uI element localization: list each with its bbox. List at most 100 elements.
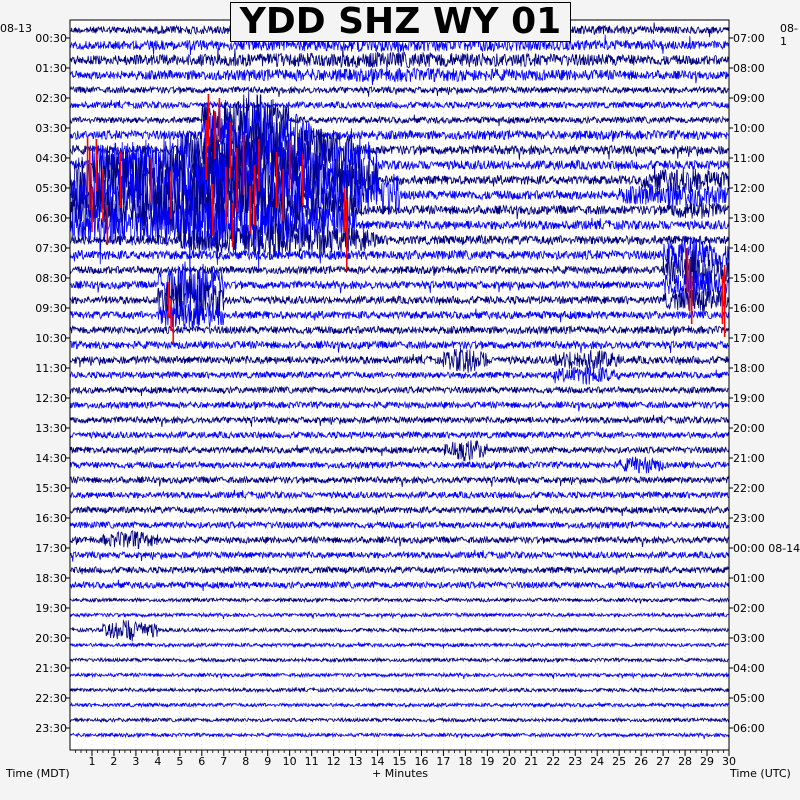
x-tick-label: 13: [349, 755, 363, 768]
trace-row: [69, 366, 730, 386]
trace-row: [69, 671, 730, 680]
left-time-label: 06:30: [35, 212, 67, 225]
trace-row: [69, 530, 730, 549]
right-axis-label: Time (UTC): [729, 767, 791, 780]
right-time-label: 11:00: [733, 152, 765, 165]
x-axis-label: + Minutes: [372, 767, 428, 780]
x-tick-label: 1: [88, 755, 95, 768]
right-time-label: 19:00: [733, 392, 765, 405]
right-time-label: 01:00: [733, 572, 765, 585]
x-tick-label: 16: [414, 755, 428, 768]
right-time-label: 13:00: [733, 212, 765, 225]
x-tick-label: 3: [132, 755, 139, 768]
trace-row: [69, 400, 730, 412]
left-time-label: 09:30: [35, 302, 67, 315]
left-time-label: 12:30: [35, 392, 67, 405]
left-time-label: 08:30: [35, 272, 67, 285]
right-time-label: 18:00: [733, 362, 765, 375]
trace-row: [69, 731, 730, 739]
trace-row: [69, 439, 730, 462]
left-time-label: 02:30: [35, 92, 67, 105]
x-tick-label: 9: [264, 755, 271, 768]
left-time-label: 15:30: [35, 482, 67, 495]
trace-row: [69, 104, 730, 163]
trace-row: [69, 142, 730, 220]
x-tick-label: 28: [678, 755, 692, 768]
x-tick-label: 23: [568, 755, 582, 768]
right-date-label: 08-1: [780, 22, 798, 48]
trace-row: [69, 66, 730, 86]
x-tick-label: 2: [110, 755, 117, 768]
trace-row: [69, 565, 730, 575]
trace-row: [69, 504, 730, 517]
x-tick-label: 25: [612, 755, 626, 768]
right-time-label: 05:00: [733, 692, 765, 705]
left-time-label: 00:30: [35, 32, 67, 45]
x-tick-label: 24: [590, 755, 604, 768]
x-tick-label: 27: [656, 755, 670, 768]
x-tick-label: 11: [305, 755, 319, 768]
x-tick-label: 8: [242, 755, 249, 768]
trace-row: [69, 489, 730, 500]
left-time-label: 19:30: [35, 602, 67, 615]
x-tick-label: 7: [220, 755, 227, 768]
trace-row: [69, 222, 730, 258]
right-time-label: 07:00: [733, 32, 765, 45]
trace-row: [69, 170, 730, 258]
trace-row: [69, 271, 730, 321]
right-time-label: 09:00: [733, 92, 765, 105]
left-time-label: 20:30: [35, 632, 67, 645]
trace-row: [69, 549, 730, 562]
trace-row: [69, 91, 730, 160]
right-time-label: 15:00: [733, 272, 765, 285]
x-tick-label: 19: [480, 755, 494, 768]
trace-row: [69, 347, 730, 373]
left-time-label: 21:30: [35, 662, 67, 675]
left-time-label: 16:30: [35, 512, 67, 525]
right-time-label: 06:00: [733, 722, 765, 735]
x-tick-label: 20: [502, 755, 516, 768]
trace-row: [69, 47, 730, 69]
x-tick-label: 12: [327, 755, 341, 768]
trace-row: [69, 339, 730, 354]
left-time-label: 22:30: [35, 692, 67, 705]
trace-row: [69, 701, 730, 709]
left-time-label: 18:30: [35, 572, 67, 585]
left-time-label: 10:30: [35, 332, 67, 345]
left-time-label: 23:30: [35, 722, 67, 735]
trace-row: [69, 236, 730, 275]
right-time-label: 22:00: [733, 482, 765, 495]
trace-row: [69, 197, 730, 280]
left-time-label: 07:30: [35, 242, 67, 255]
left-time-label: 01:30: [35, 62, 67, 75]
trace-row: [69, 99, 730, 110]
trace-row: [69, 249, 730, 290]
left-time-label: 17:30: [35, 542, 67, 555]
x-tick-label: 22: [546, 755, 560, 768]
left-time-label: 13:30: [35, 422, 67, 435]
x-tick-label: 29: [700, 755, 714, 768]
right-time-label: 03:00: [733, 632, 765, 645]
x-tick-label: 15: [393, 755, 407, 768]
right-time-label: 17:00: [733, 332, 765, 345]
trace-row: [69, 324, 730, 336]
right-time-label: 20:00: [733, 422, 765, 435]
left-time-label: 05:30: [35, 182, 67, 195]
trace-row: [69, 641, 730, 649]
chart-title: YDD SHZ WY 01: [230, 2, 571, 42]
x-tick-label: 5: [176, 755, 183, 768]
left-time-label: 11:30: [35, 362, 67, 375]
x-tick-label: 30: [722, 755, 736, 768]
right-time-label: 08:00: [733, 62, 765, 75]
right-time-label: 04:00: [733, 662, 765, 675]
x-tick-label: 4: [154, 755, 161, 768]
trace-row: [69, 128, 730, 198]
trace-row: [69, 456, 730, 474]
trace-row: [69, 596, 730, 604]
trace-row: [69, 414, 730, 427]
x-tick-label: 14: [371, 755, 385, 768]
right-time-label: 10:00: [733, 122, 765, 135]
left-date-label: 08-13: [0, 22, 32, 35]
right-time-label: 02:00: [733, 602, 765, 615]
trace-row: [69, 300, 730, 331]
